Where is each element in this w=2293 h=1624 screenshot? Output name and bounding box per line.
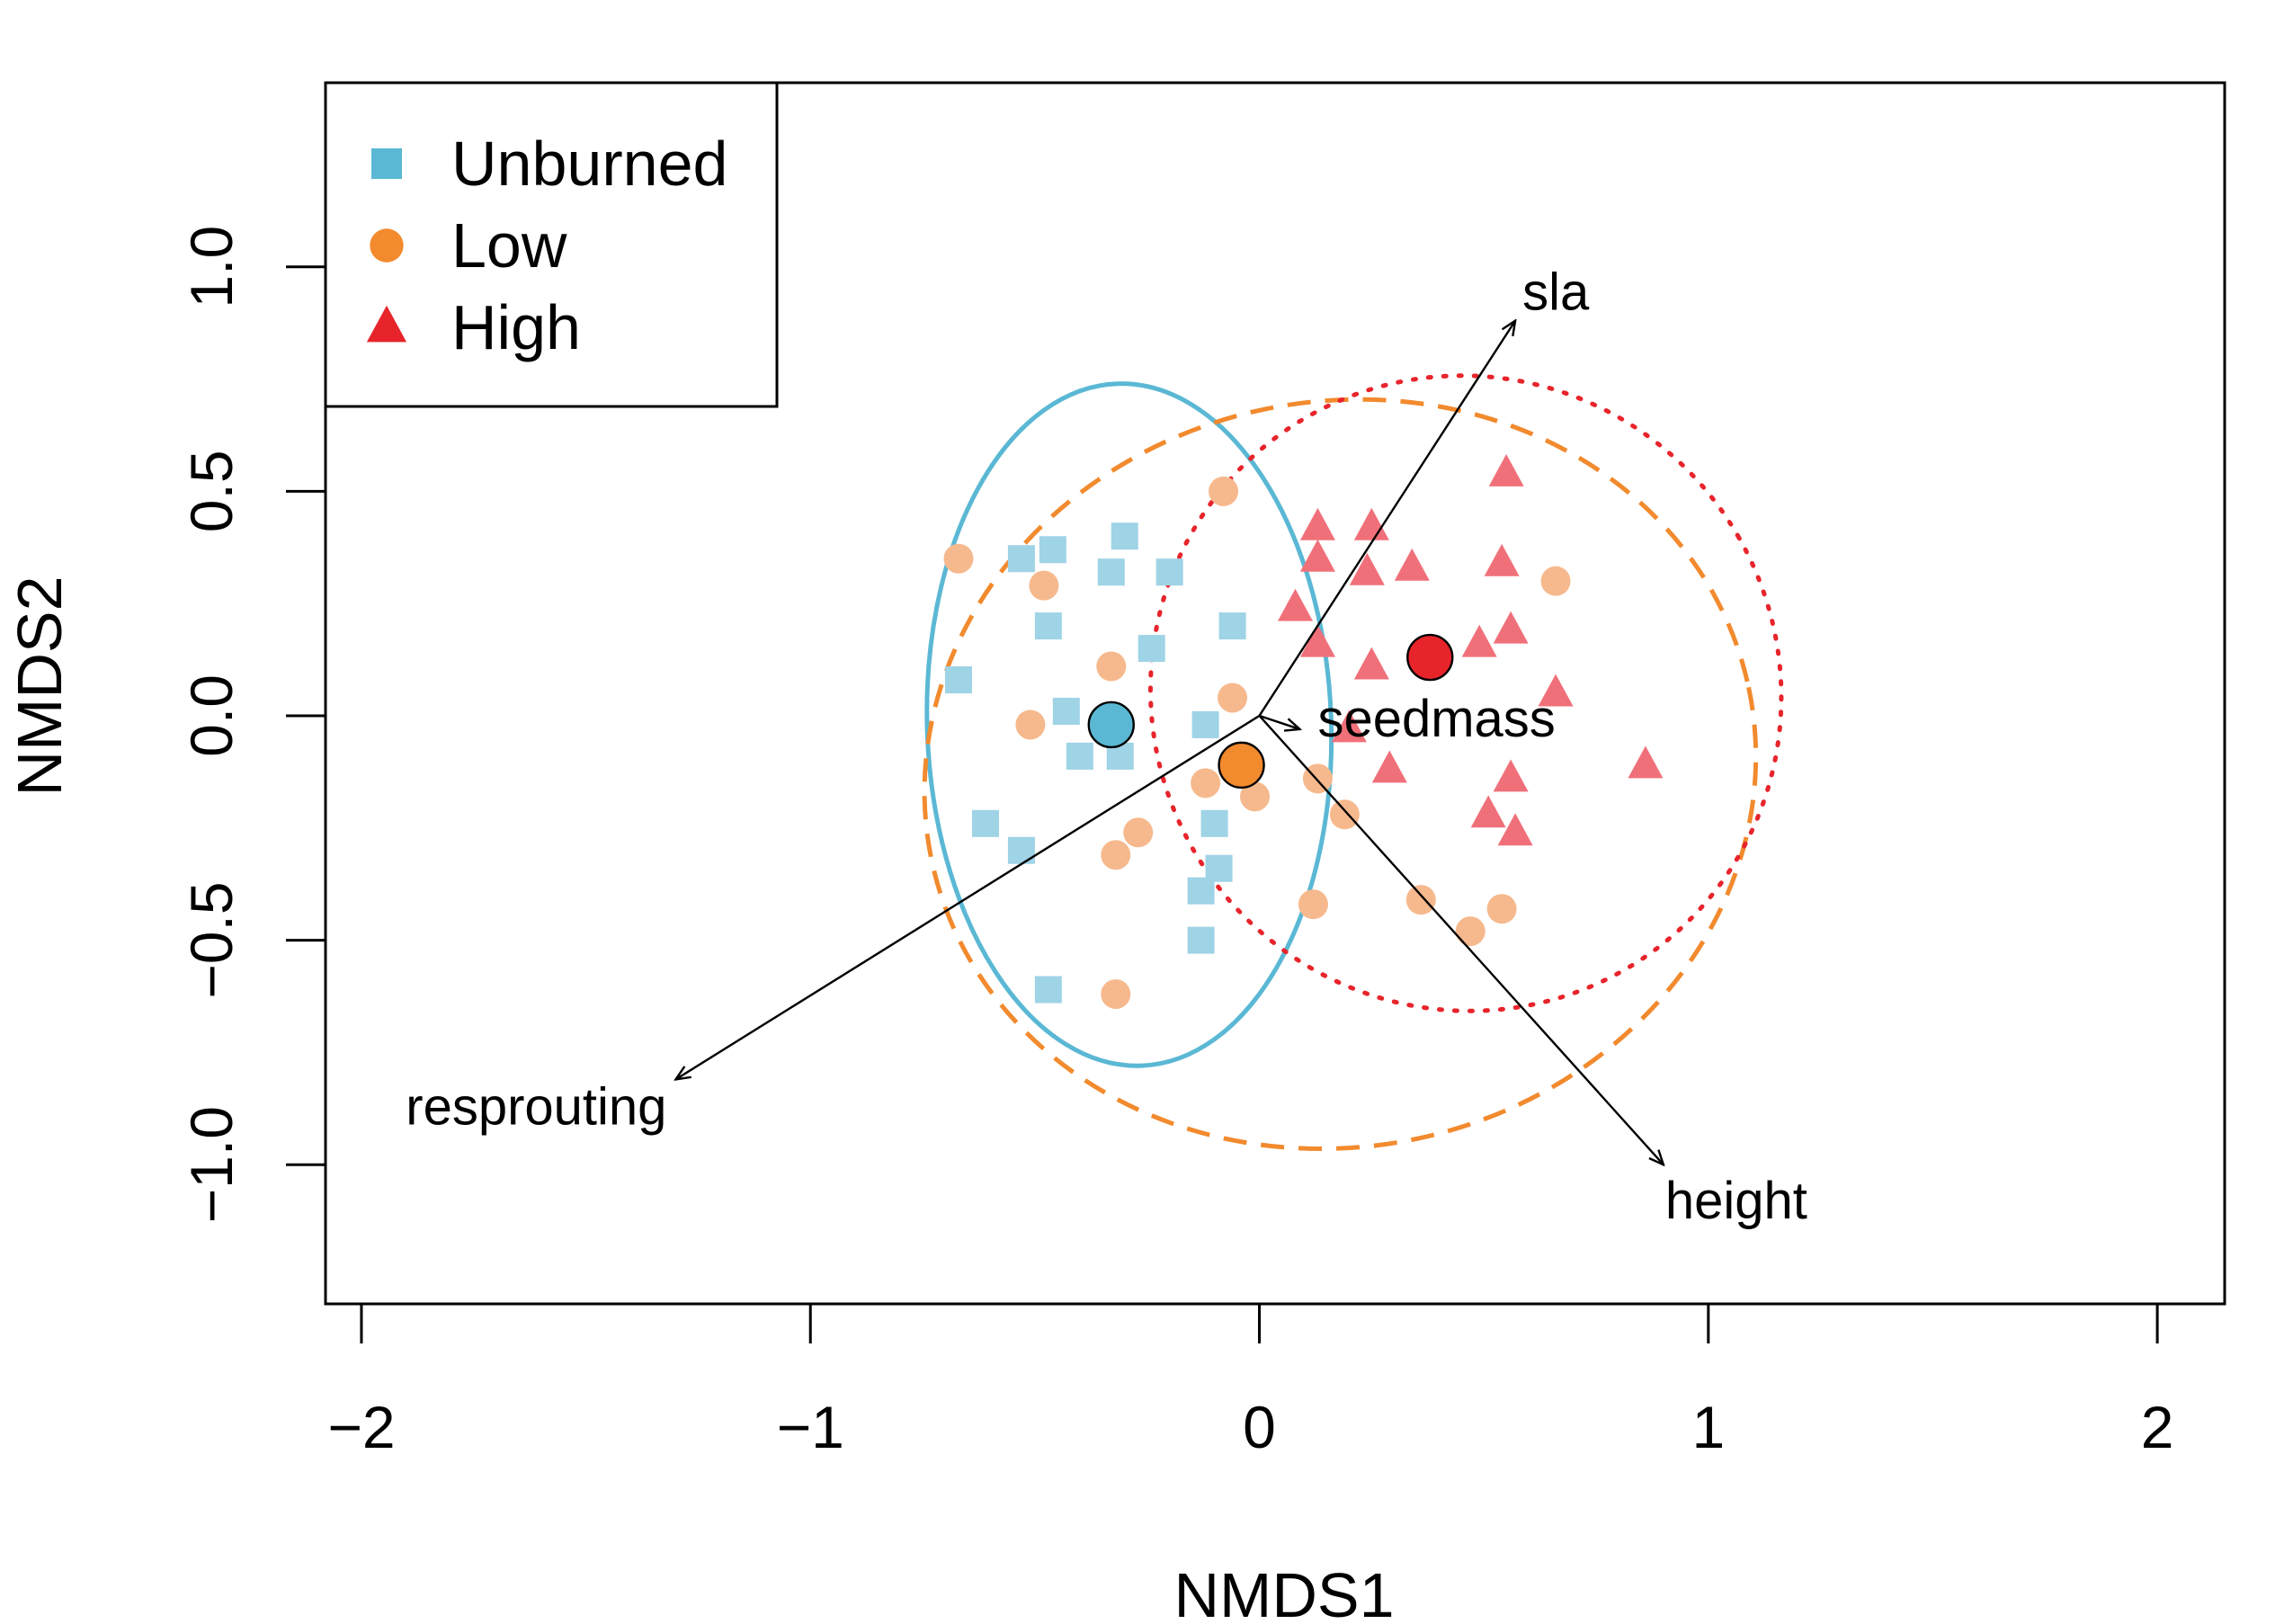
x-tick-label: 1 — [1691, 1394, 1725, 1460]
legend-label-unburned: Unburned — [451, 129, 727, 199]
point-unburned-0 — [1007, 545, 1035, 573]
point-low-1 — [1029, 570, 1059, 601]
legend-marker-unburned — [371, 148, 402, 179]
point-high-17 — [1470, 795, 1506, 828]
y-tick-label: −1.0 — [178, 1106, 245, 1223]
centroid-unburned — [1087, 700, 1135, 749]
point-low-6 — [1191, 768, 1221, 799]
vector-sla — [1258, 321, 1516, 717]
point-high-2 — [1488, 453, 1524, 486]
point-high-6 — [1484, 543, 1520, 576]
point-high-15 — [1628, 745, 1664, 779]
point-low-17 — [1101, 979, 1131, 1010]
x-tick-label: 0 — [1243, 1394, 1276, 1460]
centroid-low — [1218, 741, 1265, 790]
point-unburned-5 — [1034, 612, 1062, 640]
x-tick-label: 2 — [2141, 1394, 2174, 1460]
point-unburned-15 — [1200, 809, 1228, 837]
point-unburned-13 — [971, 809, 999, 837]
legend-marker-high — [366, 305, 407, 343]
point-unburned-6 — [1138, 635, 1165, 663]
y-tick-label: 1.0 — [178, 226, 245, 308]
point-low-16 — [1540, 566, 1571, 596]
vector-label-height: height — [1665, 1172, 1807, 1230]
point-unburned-10 — [1066, 742, 1093, 770]
ellipse-low — [922, 397, 1759, 1152]
point-high-8 — [1299, 624, 1335, 657]
point-unburned-7 — [1218, 612, 1246, 640]
point-high-5 — [1349, 552, 1385, 585]
vector-label-resprouting: resprouting — [406, 1077, 666, 1136]
y-axis-title: NMDS2 — [4, 576, 75, 796]
vector-seedmass — [1259, 714, 1300, 729]
point-low-2 — [1209, 476, 1239, 506]
point-low-12 — [1298, 889, 1328, 920]
point-high-7 — [1277, 588, 1313, 621]
point-unburned-14 — [1007, 836, 1035, 864]
point-low-7 — [1240, 781, 1271, 812]
point-low-0 — [943, 543, 974, 574]
point-low-14 — [1455, 916, 1486, 947]
point-high-18 — [1497, 813, 1533, 846]
point-unburned-12 — [1191, 710, 1219, 738]
x-axis-title: NMDS1 — [1173, 1560, 1394, 1620]
point-low-10 — [1123, 817, 1154, 848]
point-high-14 — [1371, 750, 1407, 783]
centroid-high — [1406, 633, 1454, 682]
point-low-3 — [1096, 651, 1127, 682]
point-unburned-19 — [1034, 976, 1062, 1004]
point-high-3 — [1299, 539, 1335, 572]
x-tick-label: −2 — [327, 1394, 395, 1460]
point-unburned-3 — [1111, 522, 1138, 550]
vector-height — [1258, 715, 1664, 1164]
y-tick-label: 0.0 — [178, 674, 245, 757]
point-high-10 — [1461, 624, 1497, 657]
point-unburned-1 — [1039, 536, 1066, 564]
point-low-13 — [1405, 885, 1436, 915]
trait-vectors: sla seedmass height resprouting — [406, 263, 1807, 1231]
data-points — [943, 453, 1664, 1010]
point-low-15 — [1486, 894, 1517, 924]
point-low-5 — [1015, 709, 1046, 740]
point-high-13 — [1331, 709, 1367, 743]
point-high-11 — [1353, 647, 1389, 680]
ellipse-high — [1147, 373, 1784, 1013]
y-tick-label: −0.5 — [178, 881, 245, 998]
axes: −2 −1 0 1 2 NMDS1 −1.0 −0.5 0.0 0.5 1.0 NMDS2 — [4, 81, 2226, 1624]
group-centroids — [1087, 633, 1454, 790]
legend-marker-low — [370, 228, 404, 263]
legend-label-low: Low — [451, 210, 567, 281]
x-tick-label: −1 — [777, 1394, 844, 1460]
point-low-11 — [1101, 840, 1131, 870]
vector-label-sla: sla — [1522, 263, 1590, 322]
confidence-ellipses — [922, 373, 1784, 1152]
vector-resprouting — [675, 714, 1261, 1079]
point-unburned-9 — [1052, 697, 1080, 725]
point-unburned-17 — [1187, 877, 1215, 905]
ellipse-unburned — [924, 381, 1334, 1068]
point-low-9 — [1329, 799, 1360, 830]
legend: Unburned Low High — [324, 81, 779, 408]
legend-label-high: High — [451, 292, 581, 362]
point-unburned-4 — [1155, 558, 1183, 586]
point-unburned-8 — [945, 666, 972, 694]
point-unburned-2 — [1097, 558, 1125, 586]
point-high-16 — [1493, 759, 1529, 792]
point-low-4 — [1218, 683, 1248, 713]
point-high-1 — [1353, 507, 1389, 540]
point-high-9 — [1493, 611, 1529, 644]
point-unburned-18 — [1187, 926, 1215, 954]
point-high-0 — [1299, 507, 1335, 540]
y-tick-label: 0.5 — [178, 450, 245, 532]
point-high-4 — [1394, 548, 1430, 581]
point-high-12 — [1538, 674, 1574, 707]
vector-label-seedmass: seedmass — [1317, 690, 1555, 748]
